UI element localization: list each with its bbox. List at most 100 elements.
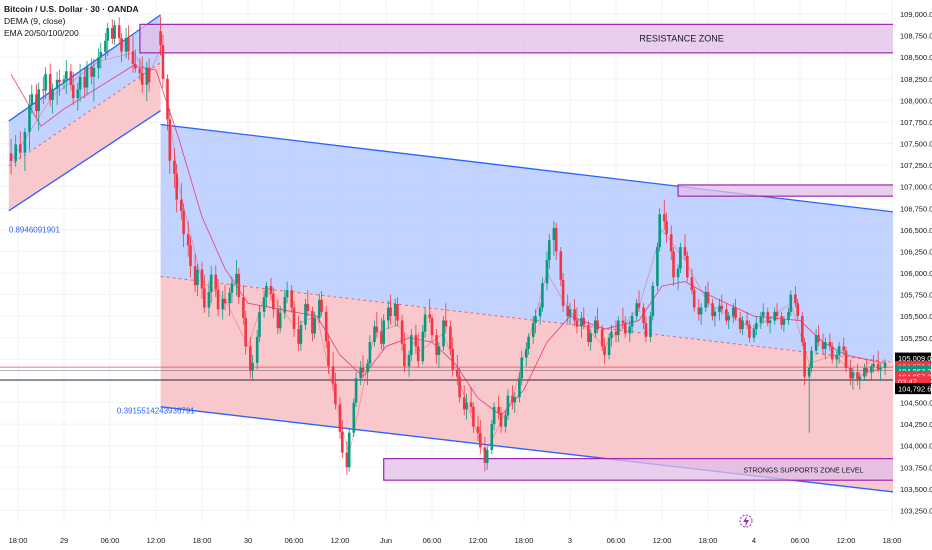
candle-body — [430, 317, 434, 336]
candle-body — [382, 320, 385, 344]
candle-body — [19, 144, 22, 153]
candle-body — [725, 309, 728, 321]
candle-body — [352, 402, 356, 433]
channels — [8, 14, 932, 498]
lightning-icon-ring — [739, 514, 753, 528]
candle-body — [230, 283, 234, 293]
x-tick-label: 06:00 — [101, 536, 120, 545]
candle-body — [734, 307, 737, 318]
candle-body — [775, 311, 779, 317]
candle-body — [534, 316, 537, 324]
candle-body — [617, 320, 620, 336]
candle-body — [85, 66, 89, 88]
candle-body — [692, 290, 696, 308]
candle-body — [520, 357, 523, 379]
candle-body — [117, 25, 121, 39]
price-tag — [895, 383, 931, 395]
zone-label: RESISTANCE ZONE — [639, 34, 723, 44]
channel-lower-fill — [160, 276, 932, 497]
candle-body — [761, 311, 765, 317]
candle-body — [196, 269, 199, 286]
candle-body — [506, 395, 510, 416]
candle-body — [182, 210, 185, 235]
candle-body — [499, 412, 503, 427]
candle-body — [828, 342, 832, 347]
candle-body — [393, 304, 397, 317]
lightning-icon-bolt — [743, 516, 749, 527]
candle-body — [490, 424, 494, 450]
candle-body — [168, 119, 172, 161]
dema-indicator-label[interactable]: DEMA (9, close) — [4, 16, 66, 26]
candle-body — [741, 320, 744, 330]
candle-body — [304, 304, 307, 325]
y-tick-label: 106,000.0 — [900, 269, 932, 278]
candle-body — [531, 323, 535, 337]
candle-body — [465, 402, 468, 410]
candle-body — [672, 251, 675, 278]
symbol-title[interactable]: Bitcoin / U.S. Dollar · 30 · OANDA — [4, 4, 139, 14]
candle-body — [297, 329, 300, 344]
candle-body — [835, 355, 839, 360]
horizontal-lines — [0, 366, 893, 381]
candle-body — [251, 362, 254, 371]
candle-body — [104, 40, 107, 52]
x-tick-label: 18:00 — [515, 536, 534, 545]
channel-mid-line — [8, 62, 161, 167]
candle-body — [837, 346, 841, 356]
candle-body — [373, 326, 376, 343]
candle-body — [421, 331, 425, 362]
candle-body — [166, 78, 169, 120]
price-tag-label: 03:47 — [898, 378, 917, 387]
candle-body — [341, 431, 344, 453]
time-axis-bg — [0, 522, 932, 550]
y-tick-label: 106,500.0 — [900, 226, 932, 235]
candle-body — [71, 84, 75, 99]
candle-body — [37, 89, 40, 112]
candle-body — [389, 307, 392, 317]
candle-body — [582, 317, 586, 325]
candle-body — [249, 346, 252, 371]
y-tick-label: 104,500.0 — [900, 399, 932, 408]
candle-body — [635, 303, 638, 317]
candle-body — [807, 367, 811, 377]
candle-body — [221, 298, 224, 310]
candle-body — [276, 309, 280, 329]
candle-body — [214, 274, 218, 290]
candle-body — [856, 372, 859, 381]
candle-body — [311, 310, 314, 334]
zone-box — [677, 184, 932, 197]
ema-indicator-label[interactable]: EMA 20/50/100/200 — [4, 28, 79, 38]
candle-body — [665, 221, 668, 235]
candle-body — [849, 367, 852, 379]
candle-body — [237, 273, 241, 298]
candle-body — [347, 432, 351, 468]
candle-body — [272, 293, 275, 310]
candle-body — [359, 367, 362, 379]
candle-body — [485, 449, 489, 463]
candle-body — [683, 247, 687, 256]
candle-body — [368, 342, 372, 364]
price-labels: 105,009.0104,976.1104,967.3104,957.303:4… — [895, 352, 931, 395]
candle-body — [44, 74, 47, 91]
x-tick-label: 18:00 — [9, 536, 28, 545]
candle-body — [113, 25, 116, 39]
candle-body — [361, 367, 365, 373]
candle-body — [713, 311, 717, 317]
candle-body — [706, 291, 710, 304]
candle-body — [207, 291, 211, 308]
price-tag-label: 105,009.0 — [898, 354, 931, 363]
dema-path — [10, 47, 886, 456]
candle-body — [511, 395, 514, 403]
candle-body — [407, 355, 411, 367]
fib-label: 0.8946091901 — [9, 225, 61, 234]
candle-body — [830, 346, 834, 360]
x-tick-label: 18:00 — [193, 536, 212, 545]
candle-body — [324, 311, 328, 342]
candle-body — [138, 68, 142, 74]
candle-body — [787, 311, 790, 320]
candle-body — [290, 290, 293, 308]
candle-body — [814, 335, 818, 351]
candle-body — [541, 283, 544, 308]
